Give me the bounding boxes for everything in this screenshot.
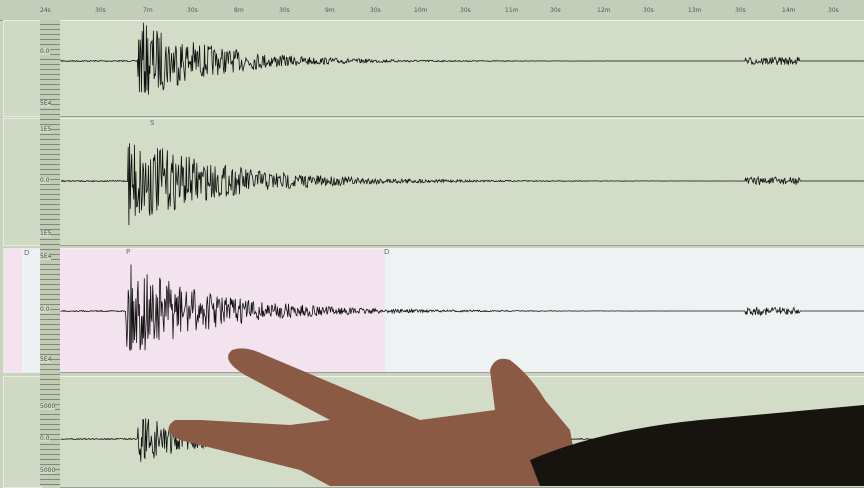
time-tick-label: 11m: [505, 7, 519, 14]
time-tick-label: 8m: [234, 7, 244, 14]
trace-line: [60, 22, 864, 95]
channel-1-thumb[interactable]: [3, 20, 42, 117]
channel-2-trace[interactable]: [60, 118, 864, 246]
time-tick-label: 30s: [370, 7, 381, 14]
scale-label: 5E4: [40, 356, 52, 363]
side-marker: D: [24, 249, 30, 257]
channel-1-trace[interactable]: [60, 20, 864, 117]
d-marker: D: [384, 248, 390, 256]
scale-label: 0.0: [40, 435, 50, 442]
s-wave-marker: S: [150, 119, 155, 127]
time-tick-label: 30s: [95, 7, 106, 14]
time-tick-label: 9m: [325, 7, 335, 14]
trace-line: [60, 264, 864, 351]
time-tick-label: 14m: [782, 7, 796, 14]
time-tick-label: 30s: [828, 7, 839, 14]
channel-2-thumb[interactable]: [3, 118, 42, 246]
time-tick-label: 24s: [40, 7, 51, 14]
scale-label: 5000: [40, 403, 56, 410]
sleeve: [530, 405, 864, 486]
scale-label: 1E5: [40, 230, 52, 237]
time-tick-label: 10m: [414, 7, 428, 14]
scale-label: 0.0: [40, 306, 50, 313]
scale-label: 5000: [40, 467, 56, 474]
scale-label: 0.0: [40, 48, 50, 55]
time-tick-label: 30s: [460, 7, 471, 14]
time-tick-label: 13m: [688, 7, 702, 14]
time-tick-label: 30s: [735, 7, 746, 14]
scale-label: 1E5: [40, 126, 52, 133]
time-tick-label: 30s: [187, 7, 198, 14]
time-tick-label: 12m: [597, 7, 611, 14]
p-wave-marker: P: [126, 248, 131, 256]
scale-label: 5E4: [40, 253, 52, 260]
time-tick-label: 30s: [643, 7, 654, 14]
hand-shape: [168, 348, 581, 486]
scale-label: 5E4: [40, 100, 52, 107]
time-tick-label: 30s: [550, 7, 561, 14]
scale-label: 0.0: [40, 177, 50, 184]
time-tick-label: 30s: [279, 7, 290, 14]
trace-line: [60, 143, 864, 226]
time-tick-label: 7m: [143, 7, 153, 14]
